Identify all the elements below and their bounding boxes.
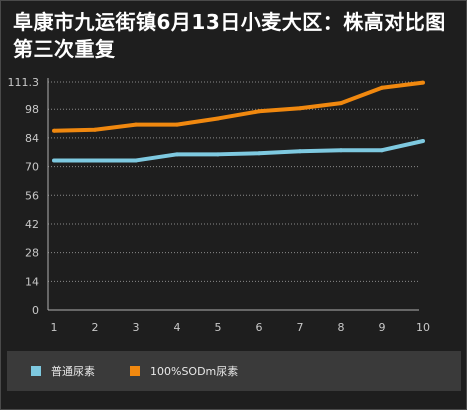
series-1-point-4 (216, 116, 220, 121)
grid-layer (48, 81, 419, 282)
series-1-point-8 (380, 85, 384, 90)
y-tick-label-3: 42 (25, 218, 39, 231)
y-tick-label-0: 0 (32, 304, 39, 317)
series-1-point-2 (134, 122, 138, 127)
x-tick-label-4: 5 (215, 321, 222, 334)
series-1-point-1 (93, 127, 97, 132)
axis-layer (47, 78, 419, 311)
y-tick-label-6: 84 (25, 132, 39, 145)
series-layer (52, 80, 425, 163)
x-tick-label-8: 9 (379, 321, 386, 334)
y-tick-label-1: 14 (25, 275, 39, 288)
x-tick-label-0: 1 (51, 321, 58, 334)
y-tick-label-4: 56 (25, 189, 39, 202)
series-1-point-9 (421, 80, 425, 85)
legend-item-regular-urea: 普通尿素 (31, 364, 95, 378)
series-0-point-0 (52, 158, 56, 163)
x-tick-label-2: 3 (133, 321, 140, 334)
legend-label-regular-urea: 普通尿素 (51, 365, 95, 378)
x-tick-labels: 1 2 3 4 5 6 7 8 9 10 (51, 321, 431, 334)
series-0-point-5 (257, 151, 261, 156)
legend-item-sodm-urea: 100%SODm尿素 (130, 364, 238, 378)
series-0-point-7 (339, 148, 343, 153)
legend: 普通尿素 100%SODm尿素 (7, 351, 461, 391)
series-0-point-4 (216, 152, 220, 157)
y-tick-label-2: 28 (25, 247, 39, 260)
series-0-point-3 (175, 152, 179, 157)
series-line-1 (53, 80, 424, 133)
x-tick-label-6: 7 (297, 321, 304, 334)
x-tick-label-9: 10 (416, 321, 430, 334)
series-1-point-3 (175, 122, 179, 127)
y-tick-labels: 0 14 28 42 56 70 84 98 111.3 (8, 76, 40, 317)
series-1-point-5 (257, 109, 261, 114)
chart-title: 阜康市九运街镇6月13日小麦大区：株高对比图第三次重复 (13, 10, 446, 61)
series-1-point-0 (52, 128, 56, 133)
y-tick-label-5: 70 (25, 161, 39, 174)
series-0-point-1 (93, 158, 97, 163)
series-1-point-7 (339, 101, 343, 106)
y-tick-label-7: 98 (25, 103, 39, 116)
series-0-point-6 (298, 149, 302, 154)
legend-label-sodm-urea: 100%SODm尿素 (150, 365, 239, 378)
legend-swatch-sodm-urea (130, 366, 140, 376)
x-tick-label-3: 4 (174, 321, 181, 334)
x-tick-label-5: 6 (256, 321, 263, 334)
y-tick-label-8: 111.3 (8, 76, 40, 89)
x-tick-label-7: 8 (338, 321, 345, 334)
series-line-0 (54, 139, 424, 163)
legend-swatch-regular-urea (31, 366, 41, 376)
series-0-point-9 (421, 138, 425, 143)
series-0-point-8 (380, 148, 384, 153)
series-0-point-2 (134, 158, 138, 163)
series-1-point-6 (298, 106, 302, 111)
x-tick-label-1: 2 (92, 321, 99, 334)
